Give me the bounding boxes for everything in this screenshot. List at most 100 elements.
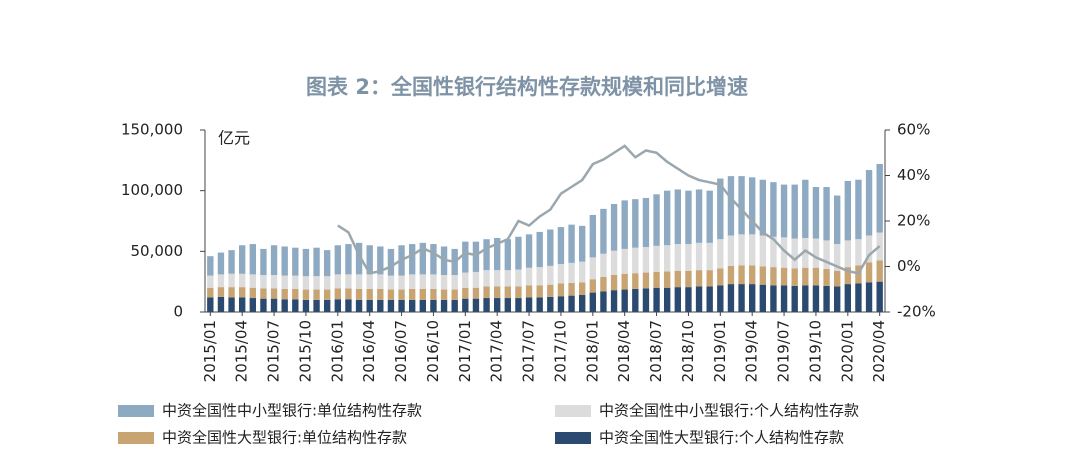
bar-segment xyxy=(653,245,660,272)
bar-segment xyxy=(398,299,405,312)
bar-segment xyxy=(302,276,310,290)
line-series xyxy=(337,144,881,275)
bar-segment xyxy=(430,288,437,300)
bar-segment xyxy=(239,287,246,298)
bar-segment xyxy=(515,269,522,287)
x-tick-label: 2018/04 xyxy=(615,320,633,382)
bar-segment xyxy=(430,299,437,312)
bar-segment xyxy=(525,234,533,268)
bar-segment xyxy=(281,275,288,289)
bar-segment xyxy=(207,275,214,288)
bar-segment xyxy=(738,284,745,312)
x-tick-label: 2019/10 xyxy=(806,320,824,382)
bar-segment xyxy=(770,267,777,286)
y-axis-unit: 亿元 xyxy=(218,129,250,148)
bar-segment xyxy=(547,284,554,297)
bar-segment xyxy=(472,271,480,288)
bar-segment xyxy=(504,286,511,299)
bar-segment xyxy=(589,279,596,293)
bar-segment xyxy=(525,297,533,312)
bar-segment xyxy=(780,267,788,286)
legend-label: 中资全国性中小型银行:个人结构性存款 xyxy=(599,402,859,420)
bar-segment xyxy=(472,298,480,312)
bar-segment xyxy=(536,231,543,268)
bar-segment xyxy=(504,298,511,312)
bar-segment xyxy=(249,298,256,312)
bar-segment xyxy=(462,272,469,288)
bar-segment xyxy=(270,288,278,299)
bar-segment xyxy=(515,286,522,299)
bar-segment xyxy=(834,195,841,245)
bar-segment xyxy=(780,285,788,312)
bar-segment xyxy=(706,286,713,312)
y-tick-label: 150,000 xyxy=(121,121,183,139)
bar-segment xyxy=(738,265,745,285)
bar-segment xyxy=(791,184,798,239)
bar-segment xyxy=(515,236,522,270)
x-tick-label: 2015/07 xyxy=(265,320,283,382)
bar-segment xyxy=(834,244,841,271)
bar-segment xyxy=(664,287,671,312)
x-tick-label: 2015/04 xyxy=(233,320,251,382)
bar-segment xyxy=(823,285,830,312)
x-tick-label: 2015/10 xyxy=(296,320,314,382)
bar-segment xyxy=(706,242,713,271)
bar-segment xyxy=(812,187,820,239)
bar-segment xyxy=(334,288,341,300)
bar-segment xyxy=(812,267,820,286)
bar-segment xyxy=(557,283,565,297)
bar-segment xyxy=(483,298,490,312)
bar-segment xyxy=(430,244,437,275)
bar-segment xyxy=(409,244,416,275)
bar-segment xyxy=(674,287,681,312)
bar-segment xyxy=(419,299,426,312)
bar-segment xyxy=(217,287,225,297)
bar-segment xyxy=(547,265,554,285)
bar-segment xyxy=(440,299,448,312)
bar-segment xyxy=(345,244,352,275)
bar-segment xyxy=(525,285,533,298)
bar-segment xyxy=(483,270,490,287)
bar-segment xyxy=(313,289,320,300)
bar-segment xyxy=(876,260,883,282)
bar-segment xyxy=(568,282,575,296)
bar-segment xyxy=(249,287,256,299)
bar-segment xyxy=(430,274,437,289)
bar-segment xyxy=(632,273,639,289)
bar-segment xyxy=(324,250,331,277)
bar-segment xyxy=(780,184,788,238)
bar-segment xyxy=(451,299,458,312)
bar-segment xyxy=(377,246,384,275)
bar-segment xyxy=(568,262,575,283)
bar-segment xyxy=(377,274,384,289)
bar-segment xyxy=(685,270,692,288)
bar-segment xyxy=(472,241,480,272)
bar-segment xyxy=(759,179,766,236)
bar-segment xyxy=(759,235,766,267)
bar-segment xyxy=(823,240,830,269)
bar-segment xyxy=(865,282,873,312)
bar-segment xyxy=(706,190,713,243)
bar-segment xyxy=(451,289,458,300)
bar-segment xyxy=(409,299,416,312)
bar-segment xyxy=(706,270,713,287)
bar-segment xyxy=(812,238,820,268)
y-tick-label: 100,000 xyxy=(121,181,183,199)
bar-segment xyxy=(536,297,543,312)
bar-segment xyxy=(324,299,331,312)
bar-segment xyxy=(695,189,703,243)
bar-segment xyxy=(260,288,267,299)
bar-segment xyxy=(302,289,310,300)
x-tick-label: 2019/04 xyxy=(743,320,761,382)
bar-segment xyxy=(207,297,214,312)
bar-segment xyxy=(228,287,235,298)
bar-segment xyxy=(313,276,320,290)
bar-segment xyxy=(217,274,225,288)
bar-segment xyxy=(664,190,671,246)
bar-segment xyxy=(727,265,735,285)
bar-segment xyxy=(207,287,214,298)
bar-segment xyxy=(217,252,225,275)
bar-segment xyxy=(579,261,586,283)
bar-segment xyxy=(791,285,798,312)
